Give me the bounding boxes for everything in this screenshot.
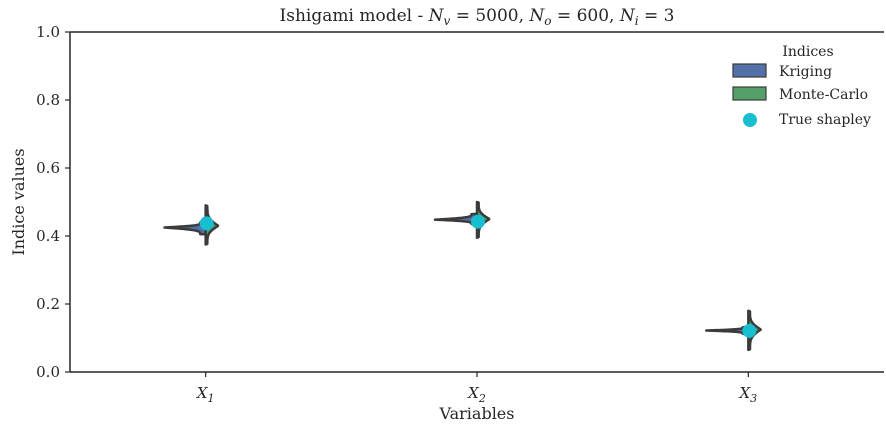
legend-marker-true-shapley (743, 113, 757, 127)
legend-label-monte-carlo: Monte-Carlo (779, 87, 868, 103)
violin-kriging (705, 325, 750, 336)
legend-label-kriging: Kriging (779, 64, 832, 80)
violin-kriging (433, 212, 479, 226)
x-ticks: X1 X2 X3 (196, 372, 757, 405)
x-tick-label: X1 (196, 384, 215, 405)
legend: Indices Kriging Monte-Carlo True shapley (732, 44, 871, 128)
y-tick-label: 0.4 (36, 227, 60, 245)
legend-title: Indices (782, 44, 833, 60)
y-tick-label: 0.6 (36, 159, 60, 177)
y-ticks: 0.0 0.2 0.4 0.6 0.8 1.0 (36, 23, 70, 381)
chart-title: Ishigami model - Nv = 5000, No = 600, Ni… (280, 6, 675, 28)
true-shapley-markers (199, 214, 757, 338)
y-tick-label: 1.0 (36, 23, 60, 41)
true-shapley-point (742, 323, 757, 338)
true-shapley-point (199, 216, 214, 231)
true-shapley-point (471, 214, 485, 229)
y-tick-label: 0.2 (36, 295, 60, 313)
legend-swatch-kriging (732, 63, 767, 78)
x-tick-label: X2 (467, 384, 486, 405)
y-tick-label: 0.0 (36, 363, 60, 381)
y-axis-label: Indice values (9, 148, 28, 255)
y-tick-label: 0.8 (36, 91, 60, 109)
legend-label-true-shapley: True shapley (779, 112, 871, 128)
x-axis-label: Variables (439, 404, 515, 423)
legend-swatch-monte-carlo (732, 86, 767, 101)
plot-area: 0.0 0.2 0.4 0.6 0.8 1.0 X1 X2 X3 (36, 23, 884, 405)
violins (163, 200, 762, 352)
x-tick-label: X3 (738, 384, 757, 405)
violin-kriging (163, 221, 207, 236)
